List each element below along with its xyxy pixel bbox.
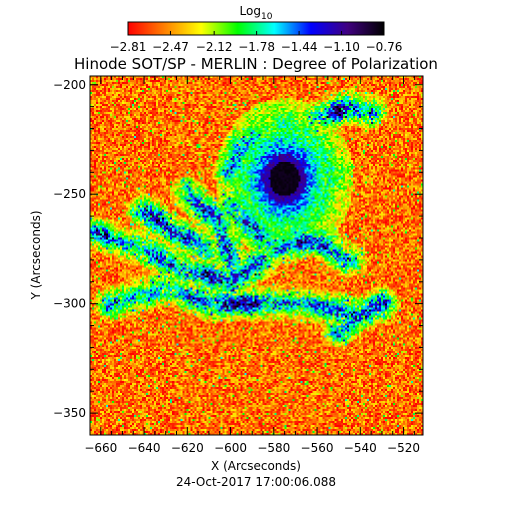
heatmap-image [90,76,423,435]
heatmap [90,76,423,435]
x-tick-label: −580 [257,441,290,455]
colorbar-tick-label: −2.81 [110,40,147,54]
x-tick-label: −620 [171,441,204,455]
x-tick-label: −540 [344,441,377,455]
y-tick-label: −250 [53,187,86,201]
x-axis: −660 −640 −620 −600 −580 −560 −540 −520 [84,76,420,455]
colorbar-tick-label: −2.47 [152,40,189,54]
x-tick-label: −520 [387,441,420,455]
plot-frame [89,75,424,436]
colorbar [127,21,385,36]
x-axis-label: X (Arcseconds) [211,459,301,473]
y-axis: −200 −250 −300 −350 [53,78,423,436]
colorbar-tick-label: −1.10 [323,40,360,54]
chart-title: Hinode SOT/SP - MERLIN : Degree of Polar… [74,55,438,73]
y-tick-label: −350 [53,406,86,420]
x-tick-label: −640 [128,441,161,455]
colorbar-tick-label: −1.78 [238,40,275,54]
y-tick-label: −200 [53,78,86,92]
timestamp: 24-Oct-2017 17:00:06.088 [176,475,336,489]
colorbar-tick-label: −0.76 [366,40,403,54]
colorbar-label: Log10 [240,4,273,22]
colorbar-tick-label: −2.12 [196,40,233,54]
colorbar-tick-label: −1.44 [281,40,318,54]
x-tick-label: −600 [214,441,247,455]
x-tick-label: −560 [301,441,334,455]
colorbar-ticks: −2.81 −2.47 −2.12 −1.78 −1.44 −1.10 −0.76 [110,31,403,54]
y-tick-label: −300 [53,297,86,311]
colorbar-label-base: Log [240,4,261,18]
x-tick-label: −660 [84,441,117,455]
y-axis-label: Y (Arcseconds) [29,210,43,300]
colorbar-label-sub: 10 [261,12,273,22]
